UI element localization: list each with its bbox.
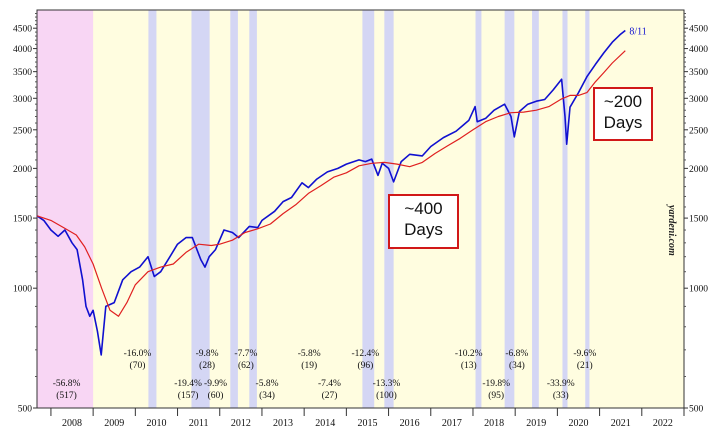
correction-shade [230, 10, 238, 408]
correction-days-label: (95) [488, 390, 504, 401]
correction-shade [585, 10, 590, 408]
correction-days-label: (28) [199, 360, 215, 371]
callout-200-days: ~200 Days [593, 87, 653, 141]
correction-days-label: (21) [577, 360, 593, 371]
correction-pct-label: -33.9% [547, 379, 575, 389]
correction-shade [249, 10, 257, 408]
callout-400-days: ~400 Days [388, 194, 459, 249]
correction-days-label: (70) [130, 360, 146, 371]
correction-pct-label: -9.8% [196, 349, 219, 359]
y-tick-label-left: 1500 [13, 215, 32, 225]
x-tick-label: 2014 [315, 418, 335, 429]
correction-days-label: (34) [509, 360, 525, 371]
x-tick-label: 2017 [442, 418, 462, 429]
y-tick-label-left: 3000 [13, 95, 32, 105]
x-tick-label: 2010 [146, 418, 166, 429]
correction-days-label: (33) [553, 390, 569, 401]
correction-pct-label: -16.0% [124, 349, 152, 359]
correction-shade [562, 10, 568, 408]
correction-shade [532, 10, 539, 408]
end-date-label: 8/11 [629, 27, 646, 38]
correction-pct-label: -10.2% [455, 349, 483, 359]
correction-days-label: (100) [376, 390, 397, 401]
correction-pct-label: -7.7% [234, 349, 257, 359]
correction-shade [475, 10, 482, 408]
y-tick-label-left: 2500 [13, 126, 32, 136]
correction-pct-label: -12.4% [352, 349, 380, 359]
correction-pct-label: -13.3% [373, 379, 401, 389]
y-tick-label-left: 500 [18, 405, 33, 415]
watermark-yardeni: yardeni.com [666, 205, 677, 256]
correction-days-label: (96) [357, 360, 373, 371]
recession-shade [37, 10, 94, 408]
correction-shade [362, 10, 375, 408]
y-tick-label-right: 4500 [689, 25, 708, 35]
plot-background [37, 10, 684, 408]
x-tick-label: 2016 [400, 418, 420, 429]
plot-frame [36, 9, 685, 409]
correction-pct-label: -56.8% [53, 379, 81, 389]
y-tick-label-right: 1500 [689, 215, 708, 225]
correction-shade [191, 10, 210, 408]
x-tick-label: 2018 [484, 418, 504, 429]
x-tick-label: 2013 [273, 418, 293, 429]
y-tick-label-right: 500 [689, 405, 704, 415]
y-tick-label-right: 4000 [689, 45, 708, 55]
y-tick-label-right: 2500 [689, 126, 708, 136]
correction-pct-label: -19.8% [482, 379, 510, 389]
x-tick-label: 2009 [104, 418, 124, 429]
x-tick-label: 2019 [526, 418, 546, 429]
y-tick-label-right: 3000 [689, 95, 708, 105]
correction-pct-label: -7.4% [318, 379, 341, 389]
correction-pct-label: -5.8% [256, 379, 279, 389]
x-tick-label: 2022 [653, 418, 673, 429]
y-tick-label-right: 3500 [689, 68, 708, 78]
x-tick-label: 2015 [357, 418, 377, 429]
correction-pct-label: -19.4% [174, 379, 202, 389]
y-tick-label-left: 1000 [13, 285, 32, 295]
correction-pct-label: -6.8% [505, 349, 528, 359]
correction-days-label: (19) [301, 360, 317, 371]
correction-shade [504, 10, 515, 408]
y-tick-label-left: 2000 [13, 165, 32, 175]
correction-days-label: (517) [56, 390, 77, 401]
correction-days-label: (62) [238, 360, 254, 371]
correction-shade [148, 10, 157, 408]
correction-days-label: (27) [322, 390, 338, 401]
y-tick-label-right: 2000 [689, 165, 708, 175]
correction-days-label: (60) [208, 390, 224, 401]
x-tick-label: 2021 [611, 418, 631, 429]
y-tick-label-left: 4000 [13, 45, 32, 55]
y-tick-label-right: 1000 [689, 285, 708, 295]
correction-pct-label: -9.9% [204, 379, 227, 389]
y-tick-label-left: 4500 [13, 25, 32, 35]
correction-pct-label: -9.6% [573, 349, 596, 359]
moving-average-line [36, 50, 626, 317]
x-tick-label: 2008 [62, 418, 82, 429]
correction-pct-label: -5.8% [298, 349, 321, 359]
x-tick-label: 2012 [231, 418, 251, 429]
y-tick-label-left: 3500 [13, 68, 32, 78]
correction-days-label: (13) [461, 360, 477, 371]
x-tick-label: 2020 [568, 418, 588, 429]
x-tick-label: 2011 [189, 418, 209, 429]
correction-days-label: (157) [178, 390, 199, 401]
correction-days-label: (34) [259, 390, 275, 401]
